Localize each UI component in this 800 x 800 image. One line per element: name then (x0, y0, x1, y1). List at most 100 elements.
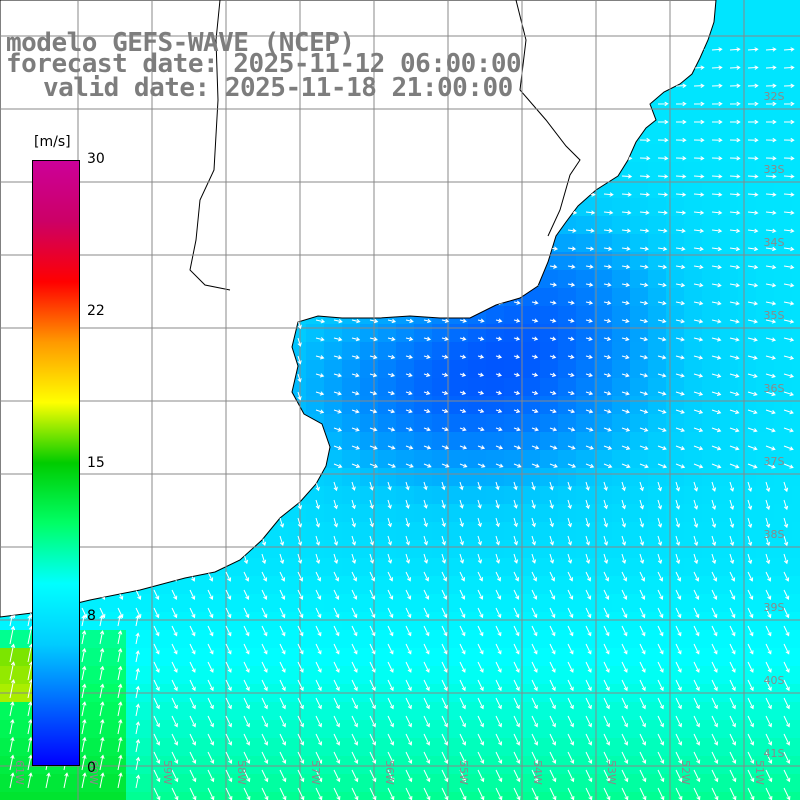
wind-arrow (729, 246, 741, 252)
wind-arrow (639, 697, 646, 710)
wind-arrow (405, 517, 410, 528)
lat-label: 32S (764, 90, 785, 103)
speed-cell (720, 666, 738, 684)
wind-arrow (549, 318, 557, 323)
wind-arrow (459, 553, 465, 564)
wind-arrow (549, 264, 558, 269)
speed-cell (756, 558, 774, 576)
wind-arrow (261, 625, 268, 637)
speed-cell (450, 486, 468, 504)
wind-arrow (405, 445, 414, 450)
wind-arrow (387, 769, 395, 783)
wind-arrow (441, 463, 450, 468)
wind-arrow (315, 589, 322, 600)
speed-cell (702, 234, 720, 252)
wind-arrow (351, 733, 359, 746)
speed-cell (576, 576, 594, 594)
wind-arrow (783, 391, 794, 397)
wind-arrow (711, 192, 723, 197)
speed-cell (648, 702, 666, 720)
speed-cell (576, 792, 594, 800)
speed-cell (576, 612, 594, 630)
wind-arrow (783, 373, 795, 379)
wind-arrow (567, 481, 572, 491)
speed-cell (630, 198, 648, 216)
wind-arrow (351, 661, 358, 673)
wind-arrow (333, 319, 343, 324)
speed-cell (468, 792, 486, 800)
speed-cell (720, 558, 738, 576)
wind-arrow (225, 733, 233, 746)
wind-arrow (747, 481, 753, 493)
speed-cell (558, 702, 576, 720)
speed-cell (576, 756, 594, 774)
wind-arrow (117, 754, 123, 771)
speed-cell (792, 774, 800, 792)
wind-arrow (567, 228, 577, 233)
wind-arrow (531, 463, 540, 468)
wind-arrow (747, 499, 753, 511)
wind-arrow (297, 733, 305, 746)
speed-cell (180, 792, 198, 800)
speed-cell (648, 432, 666, 450)
wind-arrow (387, 390, 395, 396)
wind-arrow (675, 282, 686, 288)
wind-arrow (657, 373, 667, 378)
speed-cell (756, 702, 774, 720)
speed-cell (576, 216, 594, 234)
speed-cell (612, 270, 630, 288)
speed-cell (792, 180, 800, 198)
wind-arrow (747, 83, 759, 88)
speed-cell (504, 504, 522, 522)
wind-arrow (657, 445, 667, 451)
wind-arrow (333, 499, 338, 510)
speed-cell (18, 738, 36, 756)
speed-cell (774, 126, 792, 144)
wind-arrow (783, 769, 791, 783)
wind-arrow (765, 119, 777, 125)
wind-arrow (675, 715, 682, 728)
speed-cell (594, 216, 612, 234)
speed-cell (396, 414, 414, 432)
wind-arrow (747, 427, 758, 433)
speed-cell (234, 720, 252, 738)
speed-cell (180, 612, 198, 630)
speed-cell (360, 468, 378, 486)
speed-cell (792, 522, 800, 540)
speed-cell (702, 306, 720, 324)
wind-arrow (711, 733, 719, 746)
wind-arrow (171, 769, 179, 783)
speed-cell (468, 540, 486, 558)
speed-cell (756, 414, 774, 432)
wind-arrow (729, 769, 737, 783)
wind-arrow (585, 481, 590, 491)
wind-arrow (729, 119, 741, 125)
wind-arrow (261, 679, 268, 692)
wind-arrow (441, 535, 447, 546)
wind-arrow (81, 718, 87, 735)
wind-arrow (243, 607, 250, 619)
speed-cell (648, 540, 666, 558)
speed-cell (558, 522, 576, 540)
wind-arrow (639, 481, 644, 492)
speed-cell (342, 378, 360, 396)
wind-arrow (765, 679, 772, 692)
wind-arrow (621, 409, 630, 414)
wind-arrow (567, 769, 575, 783)
wind-arrow (423, 499, 428, 509)
wind-arrow (693, 733, 701, 746)
speed-cell (342, 414, 360, 432)
wind-arrow (531, 427, 539, 432)
speed-cell (756, 468, 774, 486)
wind-arrow (81, 630, 87, 645)
wind-arrow (351, 373, 360, 378)
wind-arrow (531, 318, 539, 323)
wind-arrow (567, 499, 572, 510)
speed-cell (90, 648, 108, 666)
speed-cell (252, 558, 270, 576)
speed-cell (144, 594, 162, 612)
wind-arrow (279, 589, 286, 600)
speed-cell (792, 432, 800, 450)
speed-cell (684, 378, 702, 396)
wind-arrow (603, 715, 610, 728)
